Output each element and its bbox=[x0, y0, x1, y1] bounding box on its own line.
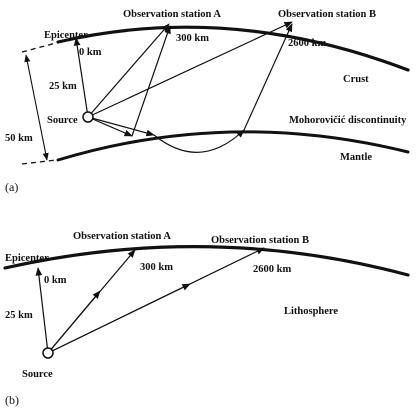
epicenter-label-b: Epicenter bbox=[5, 253, 49, 264]
source-label-a: Source bbox=[47, 115, 78, 126]
reflect-up-to-station-a bbox=[131, 25, 171, 137]
source-marker-a bbox=[82, 111, 94, 123]
mantle-label: Mantle bbox=[340, 152, 372, 163]
station-b-label-a: Observation station B bbox=[278, 9, 376, 20]
epicenter-label-a: Epicenter bbox=[44, 30, 88, 41]
earth-surface-b bbox=[3, 245, 410, 277]
head-wave-to-station-b bbox=[243, 23, 293, 131]
moho-label: Mohorovičić discontinuity bbox=[289, 115, 407, 126]
moho-dashed-extension bbox=[21, 159, 57, 165]
depth-dimension-line bbox=[24, 54, 49, 161]
dist-300-label-a: 300 km bbox=[176, 33, 209, 44]
panel-label-a: (a) bbox=[5, 180, 18, 194]
ray-b-midpoint-arrow bbox=[47, 290, 101, 354]
ray-b-to-epicenter bbox=[35, 267, 49, 354]
lithosphere-label: Lithosphere bbox=[284, 306, 338, 317]
ray-to-moho-2 bbox=[87, 116, 155, 137]
dist-2600-label-a: 2600 km bbox=[288, 38, 326, 49]
station-a-label-a: Observation station A bbox=[123, 9, 221, 20]
crust-label: Crust bbox=[343, 74, 369, 85]
depth-50-label: 50 km bbox=[5, 133, 33, 144]
depth-25-label-a: 25 km bbox=[49, 81, 77, 92]
dist-2600-label-b: 2600 km bbox=[253, 264, 291, 275]
station-b-label-b: Observation station B bbox=[211, 235, 309, 246]
ray-b-midpoint-arrow-2 bbox=[47, 283, 191, 354]
ray-to-station-b bbox=[87, 21, 293, 118]
diagram-a: Epicenter Observation station A Observat… bbox=[5, 9, 410, 194]
source-marker-b bbox=[42, 347, 54, 359]
station-a-label-b: Observation station A bbox=[73, 231, 171, 242]
panel-label-b: (b) bbox=[5, 393, 19, 407]
ray-to-epicenter bbox=[73, 37, 89, 118]
moho-boundary bbox=[56, 130, 410, 162]
ray-to-moho-1 bbox=[87, 116, 133, 137]
refracted-path-in-mantle bbox=[153, 129, 245, 153]
surface-dashed-extension bbox=[21, 42, 57, 53]
dist-0-label-b: 0 km bbox=[44, 275, 67, 286]
dist-0-label-a: 0 km bbox=[79, 47, 102, 58]
ray-to-station-a bbox=[87, 23, 170, 118]
earth-surface-a bbox=[56, 25, 410, 72]
source-label-b: Source bbox=[22, 369, 53, 380]
diagram-b: Epicenter Observation station A Observat… bbox=[3, 231, 410, 407]
depth-25-label-b: 25 km bbox=[5, 310, 33, 321]
dist-300-label-b: 300 km bbox=[140, 262, 173, 273]
